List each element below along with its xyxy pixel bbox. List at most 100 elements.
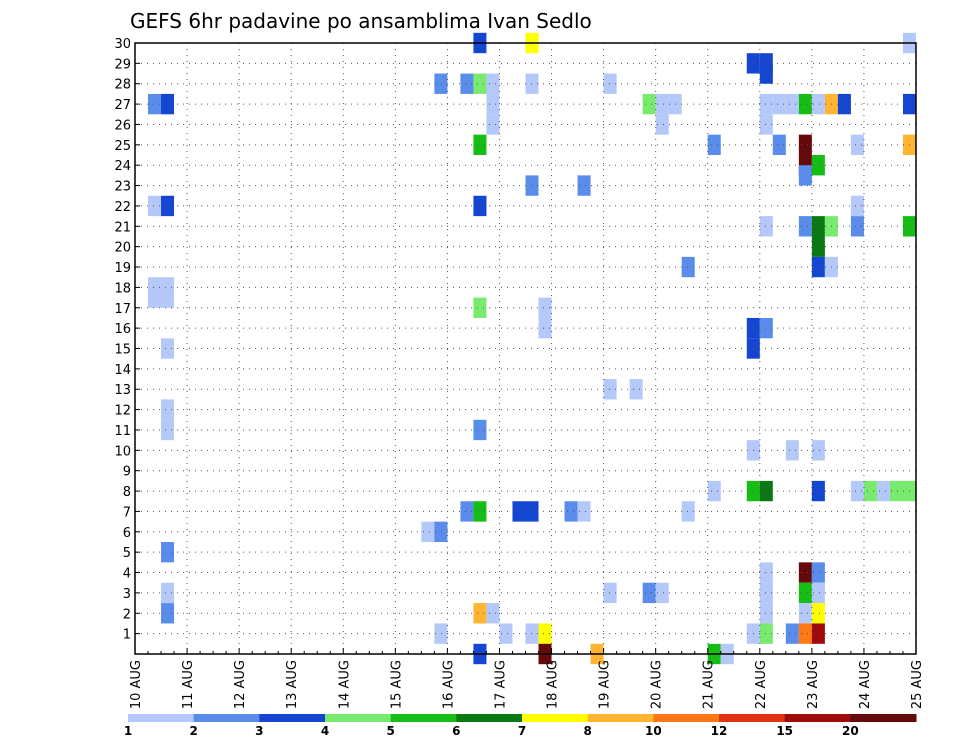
data-cell [525,501,539,522]
x-tick-label: 11 AUG [181,660,196,709]
data-cell [785,93,799,115]
data-cell [811,603,825,624]
data-cell [811,216,825,237]
y-tick-label: 23 [114,180,131,195]
data-cell [486,114,500,135]
data-cell [473,501,487,522]
data-cell [837,93,851,115]
y-tick-label: 11 [114,424,131,439]
data-cell [798,562,812,583]
y-tick-label: 15 [114,343,131,358]
data-cell [811,562,825,583]
data-cell [811,256,825,278]
data-cell [772,134,786,156]
y-tick-label: 14 [114,363,131,378]
x-tick-label: 22 AUG [754,660,769,709]
data-cell [486,93,500,115]
data-cell [577,175,591,196]
x-tick-label: 17 AUG [493,660,508,709]
data-cell [655,582,669,604]
legend-label: 5 [386,724,394,738]
legend-swatch [259,714,326,722]
legend-swatch [850,714,917,722]
data-cell [538,317,552,339]
data-cell [798,134,812,156]
data-cell [759,562,773,583]
legend-swatch [522,714,589,722]
legend-label: 4 [321,724,329,738]
data-cell [759,623,773,644]
data-cell [642,93,656,115]
data-cell [148,287,162,308]
legend-swatch [653,714,720,722]
data-cell [161,287,175,308]
y-tick-label: 16 [114,322,131,337]
data-cells [148,32,916,665]
legend-label: 7 [518,724,526,738]
y-tick-label: 30 [114,37,131,52]
y-tick-label: 1 [123,628,131,643]
data-cell [759,480,773,502]
data-cell [161,603,175,624]
data-cell [811,440,825,461]
data-cell [473,419,487,441]
legend-label: 12 [711,724,728,738]
y-tick-label: 26 [114,118,131,133]
y-tick-label: 4 [123,567,131,582]
data-cell [707,480,721,502]
legend-swatch [193,714,260,722]
data-cell [798,216,812,237]
data-cell [655,93,669,115]
x-tick-label: 20 AUG [650,660,665,709]
y-tick-label: 21 [114,220,131,235]
data-cell [486,603,500,624]
y-tick-label: 5 [123,546,131,561]
data-cell [538,297,552,318]
data-cell [473,603,487,624]
y-tick-label: 12 [114,404,131,419]
data-cell [148,93,162,115]
data-cell [161,582,175,604]
y-tick-label: 7 [123,505,131,520]
data-cell [525,73,539,94]
data-cell [850,216,864,237]
legend-swatch [390,714,457,722]
data-cell [460,501,474,522]
data-cell [473,134,487,156]
x-tick-label: 13 AUG [285,660,300,709]
color-legend: 1 2 3 4 5 6 7 8 10 12 15 20 [124,714,917,738]
data-cell [161,399,175,420]
x-tick-label: 18 AUG [546,660,561,709]
data-cell [434,521,448,542]
y-tick-label: 3 [123,587,131,602]
data-cell [421,521,435,542]
legend-label: 1 [124,724,132,738]
x-tick-label: 15 AUG [389,660,404,709]
x-tick-label: 10 AUG [129,660,144,709]
data-cell [512,501,526,522]
y-tick-label: 9 [123,465,131,480]
data-cell [811,236,825,257]
data-cell [655,114,669,135]
data-cell [603,582,617,604]
data-cell [863,480,877,502]
data-cell [759,114,773,135]
y-tick-label: 24 [114,159,131,174]
legend-swatch [128,714,195,722]
data-cell [525,623,539,644]
legend-label: 8 [583,724,591,738]
y-tick-label: 20 [114,241,131,256]
data-cell [785,623,799,644]
data-cell [161,541,175,563]
data-cell [148,195,162,217]
data-cell [603,379,617,400]
data-cell [759,603,773,624]
data-cell [798,93,812,115]
x-tick-label: 24 AUG [858,660,873,709]
x-axis: 10 AUG 11 AUG 12 AUG 13 AUG 14 AUG 15 AUG 16 A… [129,648,925,709]
data-cell [538,623,552,644]
data-cell [772,93,786,115]
legend-label: 2 [189,724,197,738]
grid-lines [135,42,916,654]
